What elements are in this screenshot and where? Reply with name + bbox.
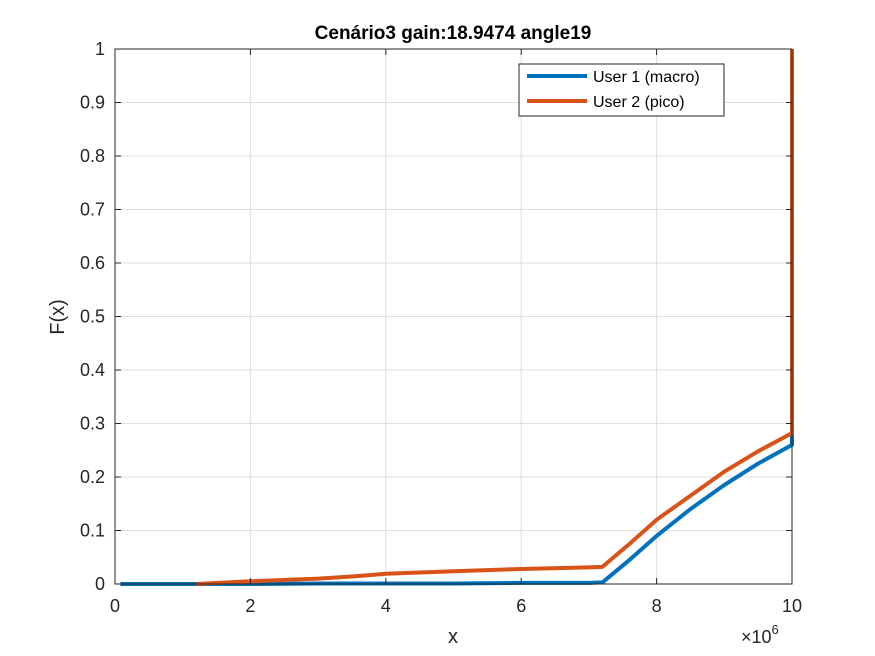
- x-tick-label: 6: [516, 596, 526, 616]
- legend-label-user1: User 1 (macro): [593, 69, 700, 86]
- x-axis-label: x: [448, 626, 458, 648]
- series-line-user2: [196, 49, 794, 586]
- y-tick-label: 0.9: [80, 93, 105, 113]
- x-tick-label: 8: [652, 596, 662, 616]
- x-axis-exponent-base: ×10: [741, 627, 772, 647]
- y-tick-label: 0: [95, 574, 105, 594]
- x-tick-label: 4: [381, 596, 391, 616]
- x-tick-label: 0: [110, 596, 120, 616]
- y-tick-label: 0.5: [80, 307, 105, 327]
- x-tick-labels: 0 2 4 6 8 10: [110, 596, 802, 616]
- x-axis-exponent: ×106: [741, 622, 779, 647]
- y-tick-label: 0.4: [80, 360, 105, 380]
- ticks: [114, 48, 793, 585]
- y-tick-label: 0.7: [80, 200, 105, 220]
- y-tick-label: 1: [95, 39, 105, 59]
- y-tick-label: 0.2: [80, 467, 105, 487]
- legend-label-user2: User 2 (pico): [593, 94, 685, 111]
- y-tick-label: 0.3: [80, 414, 105, 434]
- x-tick-label: 10: [782, 596, 802, 616]
- x-tick-label: 2: [245, 596, 255, 616]
- chart-title: Cenário3 gain:18.9474 angle19: [315, 23, 592, 44]
- y-tick-label: 0.1: [80, 521, 105, 541]
- x-axis-exponent-power: 6: [772, 622, 779, 637]
- legend: User 1 (macro) User 2 (pico): [518, 63, 725, 117]
- y-tick-label: 0.8: [80, 146, 105, 166]
- y-tick-labels: 0 0.1 0.2 0.3 0.4 0.5 0.6 0.7 0.8 0.9 1: [80, 39, 105, 594]
- svg-text:×106: ×106: [741, 622, 779, 647]
- y-axis-label: F(x): [47, 299, 69, 335]
- legend-box: [518, 63, 725, 117]
- y-tick-label: 0.6: [80, 253, 105, 273]
